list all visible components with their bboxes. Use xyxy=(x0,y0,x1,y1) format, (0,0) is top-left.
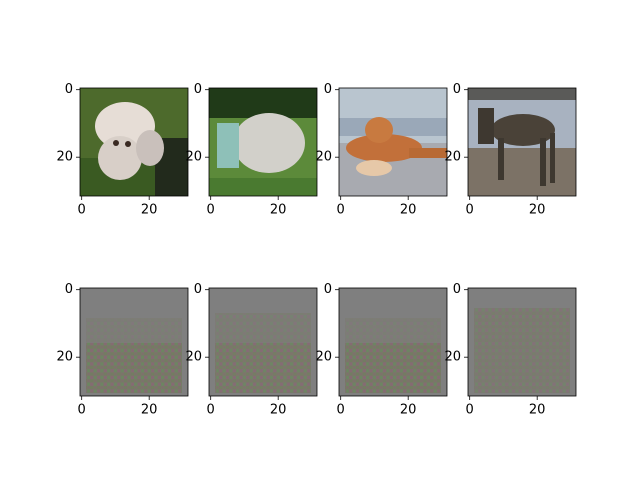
y-tick-label: 0 xyxy=(194,282,202,297)
y-tick-label: 0 xyxy=(65,282,73,297)
axes-frame xyxy=(338,87,448,197)
x-tick-label: 0 xyxy=(466,403,474,418)
y-tick-label: 20 xyxy=(444,150,461,165)
axes-frame xyxy=(79,87,189,197)
y-tick-label: 20 xyxy=(315,350,332,365)
image-horse xyxy=(468,88,576,196)
axes-frame xyxy=(208,87,318,197)
x-tick-label: 20 xyxy=(270,203,287,218)
axes-frame xyxy=(467,87,577,197)
x-tick-label: 20 xyxy=(141,403,158,418)
image-noise xyxy=(339,288,447,396)
x-tick-label: 0 xyxy=(207,203,215,218)
y-tick-label: 20 xyxy=(315,150,332,165)
y-tick-label: 0 xyxy=(324,282,332,297)
axes-frame xyxy=(208,287,318,397)
axes-frame xyxy=(338,287,448,397)
image-cat xyxy=(339,88,447,196)
x-tick-label: 0 xyxy=(337,403,345,418)
y-tick-label: 0 xyxy=(453,282,461,297)
x-tick-label: 0 xyxy=(78,203,86,218)
x-tick-label: 0 xyxy=(466,203,474,218)
y-tick-label: 0 xyxy=(194,82,202,97)
x-tick-label: 20 xyxy=(270,403,287,418)
x-tick-label: 0 xyxy=(78,403,86,418)
image-noise xyxy=(209,288,317,396)
y-tick-label: 0 xyxy=(324,82,332,97)
y-tick-label: 0 xyxy=(453,82,461,97)
axes-frame xyxy=(79,287,189,397)
axes-frame xyxy=(467,287,577,397)
image-dog xyxy=(80,88,188,196)
image-noise xyxy=(468,288,576,396)
image-noise xyxy=(80,288,188,396)
y-tick-label: 20 xyxy=(185,350,202,365)
x-tick-label: 20 xyxy=(529,203,546,218)
y-tick-label: 20 xyxy=(56,150,73,165)
x-tick-label: 20 xyxy=(529,403,546,418)
y-tick-label: 20 xyxy=(444,350,461,365)
y-tick-label: 20 xyxy=(56,350,73,365)
y-tick-label: 0 xyxy=(65,82,73,97)
image-dog-2 xyxy=(209,88,317,196)
x-tick-label: 0 xyxy=(207,403,215,418)
x-tick-label: 20 xyxy=(400,203,417,218)
y-tick-label: 20 xyxy=(185,150,202,165)
x-tick-label: 0 xyxy=(337,203,345,218)
x-tick-label: 20 xyxy=(400,403,417,418)
x-tick-label: 20 xyxy=(141,203,158,218)
